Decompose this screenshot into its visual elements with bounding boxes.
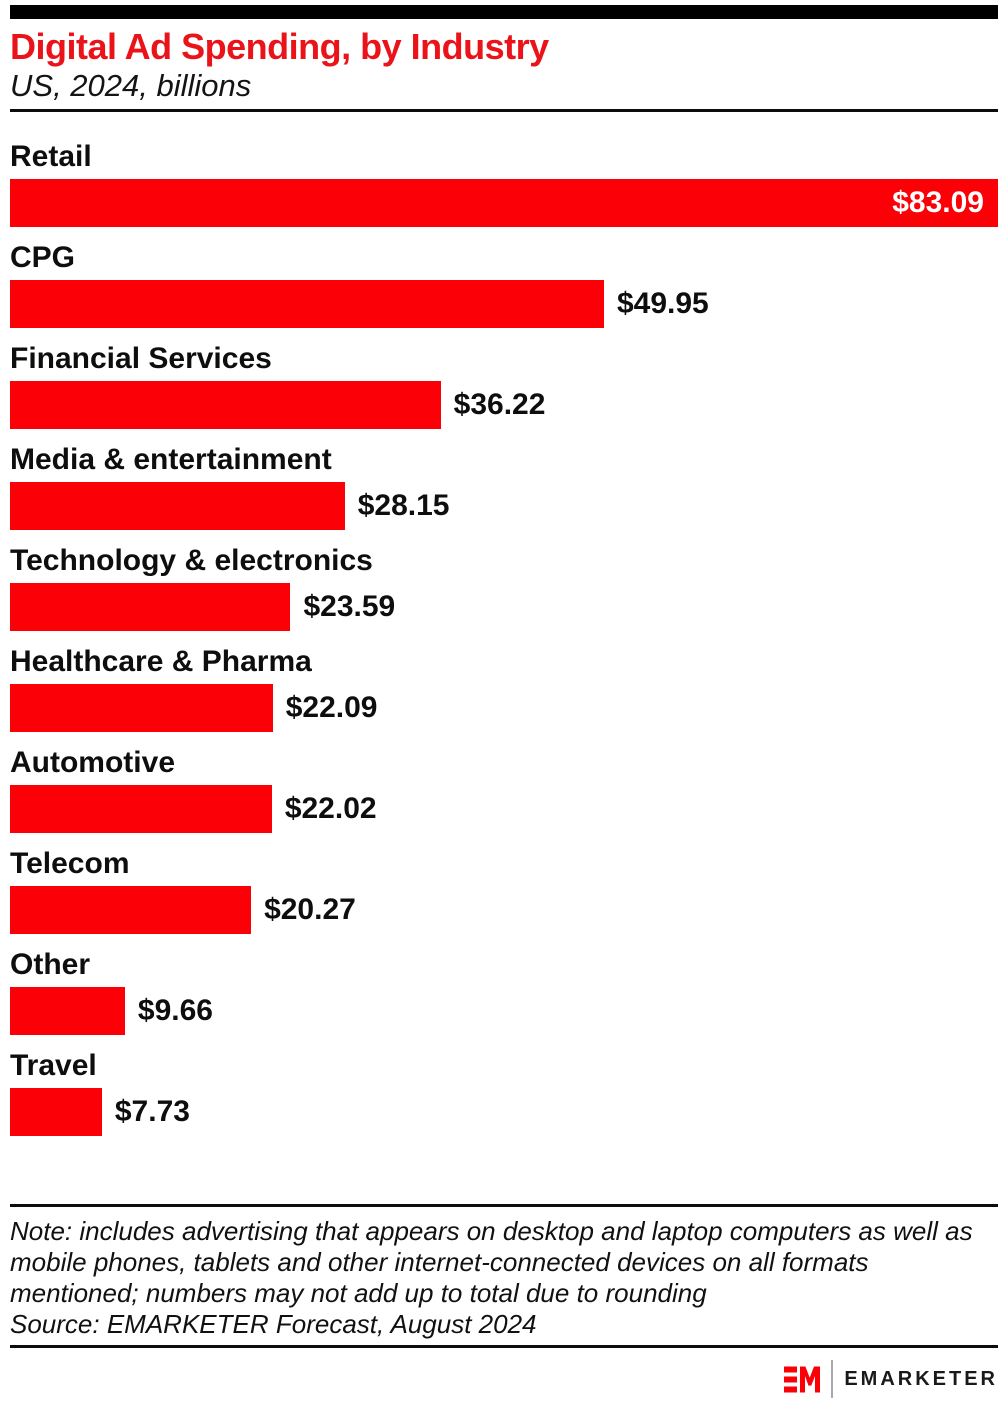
bar-line: $36.22 xyxy=(10,381,998,429)
note-text: Note: includes advertising that appears … xyxy=(10,1216,973,1308)
bar-line: $83.09 xyxy=(10,179,998,227)
bar-line: $49.95 xyxy=(10,280,998,328)
value-label: $83.09 xyxy=(892,186,984,219)
bar-line: $9.66 xyxy=(10,987,998,1035)
category-label: Travel xyxy=(10,1049,97,1082)
bar xyxy=(10,684,273,732)
bar-line: $22.09 xyxy=(10,684,998,732)
page-title: Digital Ad Spending, by Industry xyxy=(10,26,549,67)
source-text: Source: EMARKETER Forecast, August 2024 xyxy=(10,1309,537,1339)
bar xyxy=(10,583,291,631)
bar xyxy=(10,482,345,530)
bar xyxy=(10,280,604,328)
bar-line: $22.02 xyxy=(10,785,998,833)
logo-divider xyxy=(831,1360,834,1398)
brand-logo: EMARKETER xyxy=(10,1360,998,1398)
category-label: Retail xyxy=(10,140,92,173)
value-label: $22.02 xyxy=(284,792,377,825)
category-label: Telecom xyxy=(10,847,130,880)
category-label: Automotive xyxy=(10,746,175,779)
chart-row: Travel $7.73 xyxy=(10,1049,998,1136)
bar xyxy=(10,886,252,934)
bar xyxy=(10,1088,102,1136)
value-label: $49.95 xyxy=(616,287,709,320)
chart-row: Other $9.66 xyxy=(10,948,998,1035)
page-subtitle: US, 2024, billions xyxy=(10,68,252,103)
bar-chart: Retail $83.09 CPG $49.95 Financial Services $… xyxy=(10,140,998,1136)
chart-row: Technology & electronics $23.59 xyxy=(10,544,998,631)
chart-row: Media & entertainment $28.15 xyxy=(10,443,998,530)
category-label: Media & entertainment xyxy=(10,443,332,476)
bar: $83.09 xyxy=(10,179,998,227)
value-label: $23.59 xyxy=(303,590,396,623)
bar xyxy=(10,987,125,1035)
chart-row: Retail $83.09 xyxy=(10,140,998,227)
note-bottom-divider xyxy=(10,1345,998,1348)
chart-row: Financial Services $36.22 xyxy=(10,342,998,429)
bar-line: $28.15 xyxy=(10,482,998,530)
value-label: $9.66 xyxy=(137,994,213,1027)
value-label: $20.27 xyxy=(264,893,356,926)
bar-line: $23.59 xyxy=(10,583,998,631)
bar xyxy=(10,785,272,833)
note-top-divider xyxy=(10,1204,998,1207)
value-label: $22.09 xyxy=(285,691,378,724)
logo-wordmark: EMARKETER xyxy=(844,1367,998,1390)
value-label: $28.15 xyxy=(357,489,450,522)
chart-row: Automotive $22.02 xyxy=(10,746,998,833)
category-label: Financial Services xyxy=(10,342,272,375)
emarketer-em-icon xyxy=(784,1366,821,1392)
value-label: $36.22 xyxy=(453,388,546,421)
header-divider xyxy=(10,109,998,112)
bar-line: $7.73 xyxy=(10,1088,998,1136)
chart-row: Healthcare & Pharma $22.09 xyxy=(10,645,998,732)
chart-row: CPG $49.95 xyxy=(10,241,998,328)
bar-line: $20.27 xyxy=(10,886,998,934)
bar xyxy=(10,381,441,429)
category-label: CPG xyxy=(10,241,76,274)
value-label: $7.73 xyxy=(114,1095,190,1128)
footnote-block: Note: includes advertising that appears … xyxy=(10,1216,998,1340)
category-label: Other xyxy=(10,948,91,981)
top-accent-bar xyxy=(10,5,998,19)
category-label: Technology & electronics xyxy=(10,544,373,577)
category-label: Healthcare & Pharma xyxy=(10,645,312,678)
chart-row: Telecom $20.27 xyxy=(10,847,998,934)
